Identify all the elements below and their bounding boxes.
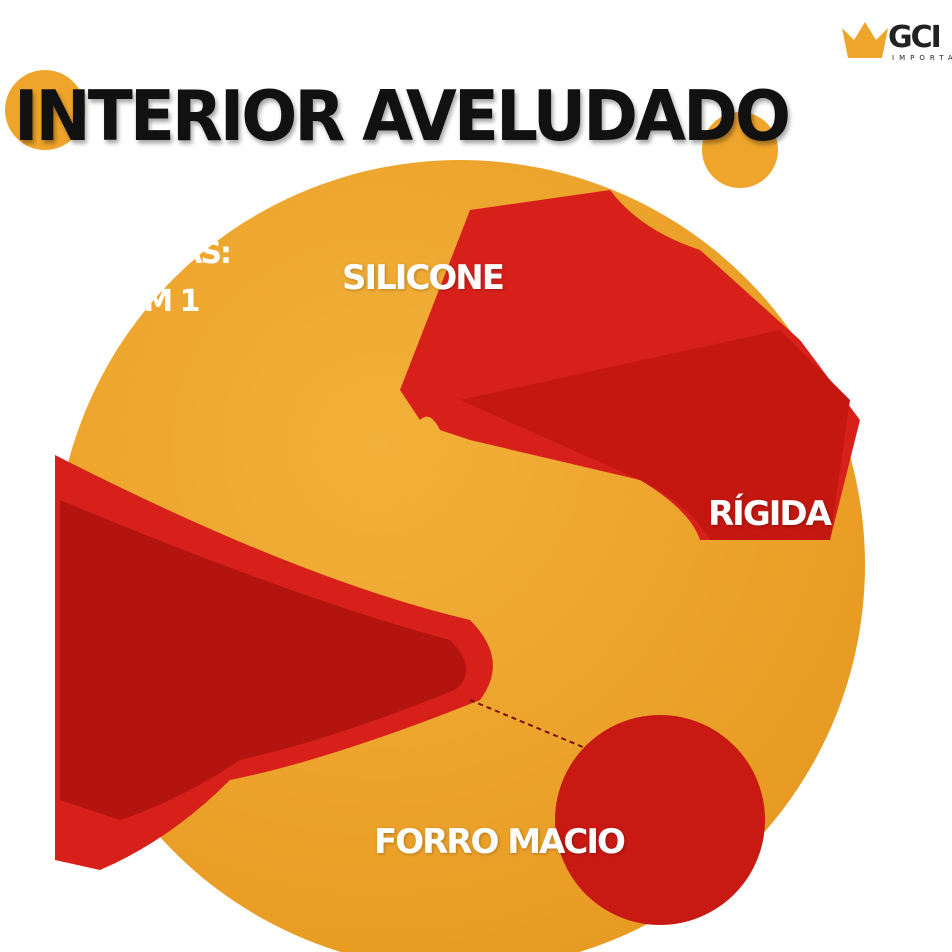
logo-text: GCI xyxy=(888,20,942,55)
logo-subtext: IMPORTA xyxy=(892,54,952,62)
badge-line2: 3 EM 1 xyxy=(97,284,201,319)
badge-line1: CAMADAS: xyxy=(65,236,232,271)
zoom-detail-circle xyxy=(555,715,765,925)
layers-badge: CAMADAS: 3 EM 1 xyxy=(48,230,248,326)
crown-icon xyxy=(842,22,888,58)
case-left xyxy=(55,455,493,870)
label-forro-macio: FORRO MACIO xyxy=(374,822,626,862)
label-rigida: RÍGIDA xyxy=(708,494,832,534)
brand-logo: GCI IMPORTA xyxy=(840,18,952,64)
case-top-right xyxy=(400,190,860,540)
callout-line xyxy=(469,699,591,751)
small-orange-dot xyxy=(702,112,778,188)
small-orange-dot xyxy=(5,70,85,150)
page-title: INTERIOR AVELUDADO xyxy=(14,76,791,157)
label-silicone: SILICONE xyxy=(342,258,505,298)
